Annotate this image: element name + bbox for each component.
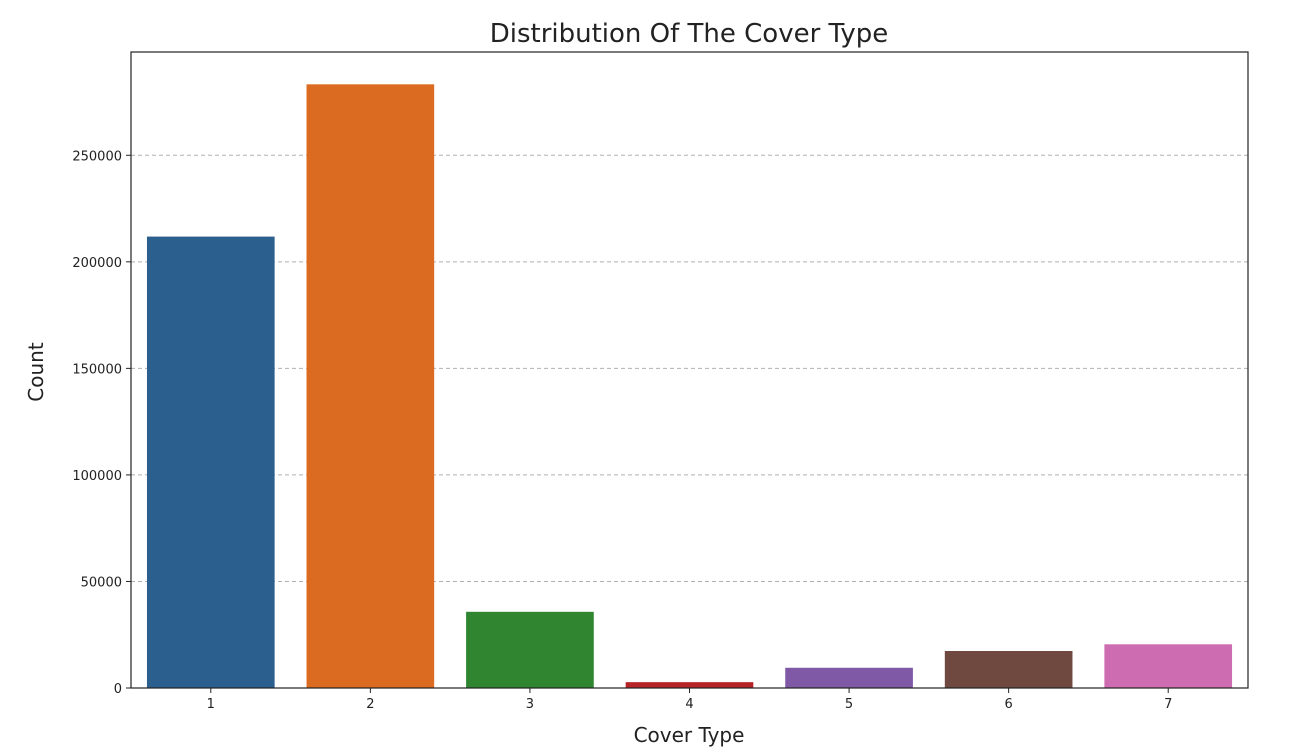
x-tick-label: 4: [685, 697, 693, 712]
bar-2: [306, 84, 435, 688]
bars: [146, 84, 1233, 688]
y-tick-label: 150000: [72, 362, 122, 377]
bar-5: [785, 667, 913, 688]
y-tick-label: 100000: [72, 469, 122, 484]
bar-1: [146, 236, 275, 688]
y-tick-label: 200000: [72, 256, 122, 271]
x-axis-label: Cover Type: [634, 723, 745, 747]
y-tick-label: 50000: [81, 575, 122, 590]
chart-title: Distribution Of The Cover Type: [490, 19, 889, 49]
y-axis-label: Count: [24, 342, 48, 402]
bar-4: [625, 682, 754, 688]
x-tick-label: 3: [526, 697, 534, 712]
x-axis-ticks: 1 2 3 4 5 6 7: [207, 688, 1172, 712]
bar-7: [1104, 644, 1233, 688]
y-tick-label: 0: [114, 682, 122, 697]
grid-lines: [131, 154, 1248, 582]
x-tick-label: 6: [1005, 697, 1013, 712]
x-tick-label: 5: [845, 697, 853, 712]
y-tick-label: 250000: [72, 149, 122, 164]
plot-frame: [130, 51, 1249, 689]
x-tick-label: 1: [207, 697, 215, 712]
y-axis-ticks: 0 50000 100000 150000 200000 250000: [72, 149, 131, 697]
x-tick-label: 2: [366, 697, 374, 712]
bar-3: [466, 611, 594, 688]
bar-6: [944, 650, 1073, 688]
x-tick-label: 7: [1164, 697, 1172, 712]
